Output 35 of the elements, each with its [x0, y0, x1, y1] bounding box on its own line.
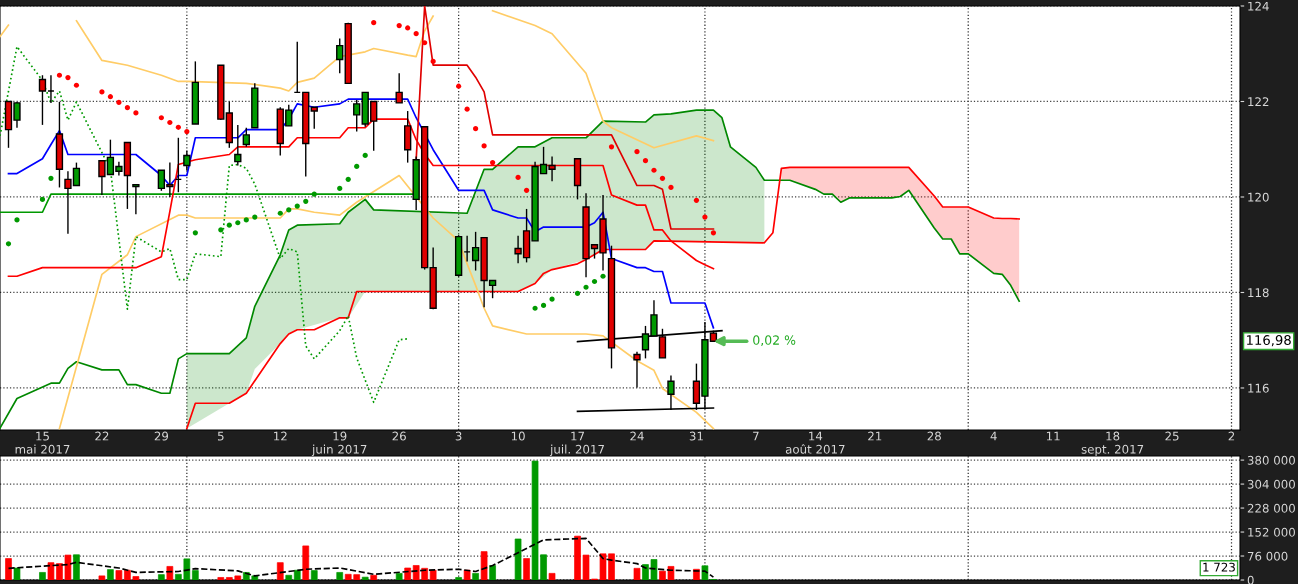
- x-tick-label: 12: [274, 431, 287, 441]
- x-tick-label: 15 mai 2017: [15, 431, 70, 454]
- y-tick-label: 0: [1247, 575, 1254, 584]
- y-tick-label: 228 000: [1247, 503, 1295, 513]
- x-tick-label: 26: [392, 431, 406, 441]
- x-tick-label: 2: [1228, 431, 1235, 441]
- y-tick-label: 118: [1248, 288, 1269, 298]
- annotation: 1 723: [1203, 562, 1235, 572]
- x-tick-label: 25: [1165, 431, 1179, 441]
- y-tick-label: 380 000: [1247, 455, 1295, 465]
- x-tick-label: 14 août 2017: [785, 431, 845, 454]
- x-tick-label: 29: [154, 431, 169, 441]
- y-tick-label: 152 000: [1248, 527, 1295, 537]
- x-tick-label: 10: [511, 431, 525, 441]
- x-tick-label: 22: [95, 431, 109, 441]
- x-tick-label: 18 sept. 2017: [1081, 431, 1144, 457]
- x-tick-label: 24: [630, 431, 644, 441]
- y-tick-label: 120: [1248, 192, 1269, 202]
- x-tick-label: 11: [1046, 431, 1060, 441]
- annotation: 0,02 %: [753, 335, 796, 347]
- x-tick-label: 21: [868, 431, 882, 441]
- x-tick-label: 17 juil. 2017: [549, 431, 604, 457]
- y-tick-label: 304 000: [1247, 479, 1295, 489]
- text: 116,98: [1247, 335, 1291, 347]
- y-tick-label: 124: [1248, 1, 1269, 11]
- y-tick-label: 76 000: [1247, 551, 1288, 561]
- x-tick-label: 19 juin 2017: [311, 431, 367, 457]
- x-tick-label: 3: [455, 431, 462, 441]
- x-tick-label: 28: [927, 431, 941, 441]
- x-tick-label: 4: [990, 431, 997, 441]
- x-tick-label: 31: [689, 431, 703, 441]
- y-tick-label: 122: [1248, 97, 1269, 106]
- x-tick-label: 7: [753, 431, 759, 441]
- x-tick-label: 5: [217, 431, 224, 441]
- y-tick-label: 116: [1248, 383, 1269, 393]
